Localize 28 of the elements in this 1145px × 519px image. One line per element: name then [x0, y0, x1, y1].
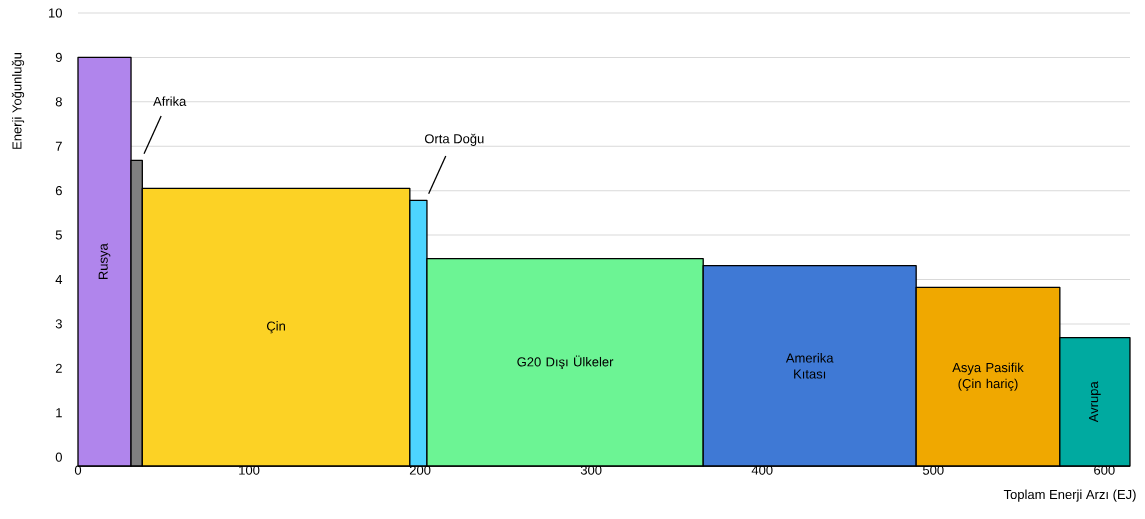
x-tick-label: 0	[74, 465, 82, 475]
y-tick-label: 5	[55, 230, 62, 240]
y-tick-label: 4	[55, 275, 63, 284]
y-tick-label: 9	[55, 52, 62, 62]
y-tick-label: 8	[55, 97, 62, 107]
text: Afrika	[153, 96, 187, 106]
x-axis-title: Toplam Enerji Arzı (EJ)	[1003, 489, 1136, 502]
x-tick-label: 200	[409, 465, 431, 475]
y-tick-label: 2	[55, 363, 62, 373]
x-tick-label: 400	[751, 465, 773, 475]
x-tick-label: 300	[580, 465, 602, 475]
y-tick-label: 0	[55, 452, 62, 462]
y-tick-label: 7	[55, 141, 62, 151]
y-tick-label: 1	[56, 408, 62, 418]
y-tick-label: 6	[55, 186, 62, 196]
x-tick-label: 100	[239, 465, 260, 475]
series-label: Avrupa	[1089, 381, 1101, 423]
x-tick-label: 600	[1094, 465, 1115, 475]
series-label: Rusya	[98, 243, 111, 280]
series-label: Asya Pasifik (Çin hariç)	[952, 362, 1024, 391]
series-label: Amerika Kıtası	[785, 353, 834, 379]
series-label: G20 Dışı Ülkeler	[517, 355, 614, 370]
y-tick-label: 10	[49, 8, 62, 18]
series-label: Çin	[266, 321, 285, 334]
y-axis-title: Enerji Yoğunluğu	[11, 52, 25, 149]
text: Orta Doğu	[424, 133, 484, 146]
x-tick-label: 500	[922, 465, 944, 475]
y-tick-label: 3	[55, 319, 62, 329]
